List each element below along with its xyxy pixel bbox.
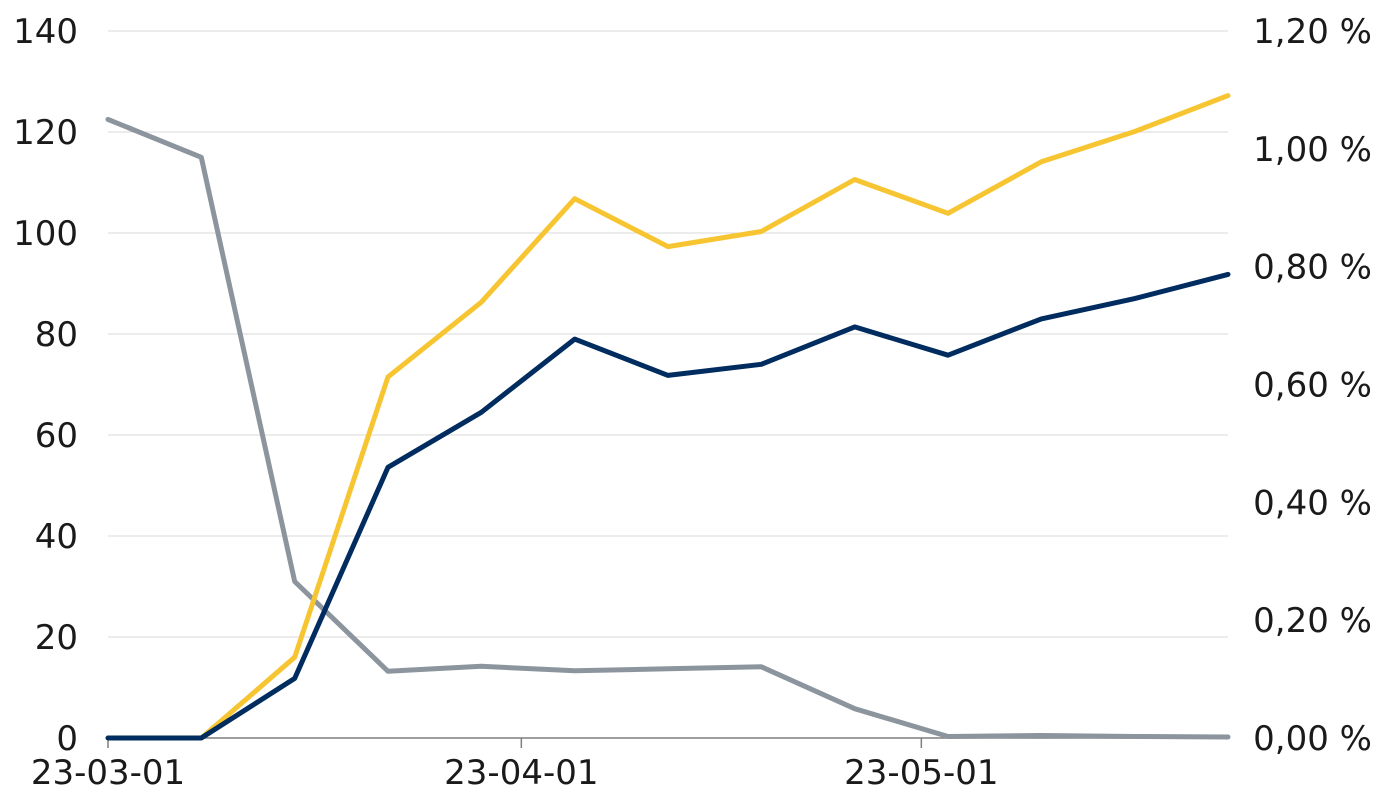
y-right-tick-label: 0,20 % xyxy=(1253,601,1372,641)
left-y-axis-tick-labels: 0 20 40 60 80 100 120 140 xyxy=(13,12,78,759)
right-y-axis-tick-labels: 0,00 % 0,20 % 0,40 % 0,60 % 0,80 % 1,00 % 1,20… xyxy=(1253,12,1372,759)
y-right-tick-label: 0,00 % xyxy=(1253,719,1372,759)
series-lines xyxy=(105,93,1231,741)
y-right-tick-label: 1,20 % xyxy=(1253,12,1372,52)
x-tick-label: 23-04-01 xyxy=(444,753,598,793)
y-left-tick-label: 20 xyxy=(35,618,78,658)
x-axis-tick-labels: 23-03-01 23-04-01 23-05-01 xyxy=(31,753,999,793)
y-left-tick-label: 60 xyxy=(35,416,78,456)
y-left-tick-label: 40 xyxy=(35,517,78,557)
series-line-2 xyxy=(105,93,1231,741)
y-left-tick-label: 80 xyxy=(35,315,78,355)
series-line-3 xyxy=(105,271,1231,741)
y-left-tick-label: 140 xyxy=(13,12,78,52)
x-tick-label: 23-05-01 xyxy=(844,753,998,793)
y-right-tick-label: 0,40 % xyxy=(1253,483,1372,523)
series-line-1 xyxy=(105,116,1231,740)
y-left-tick-label: 120 xyxy=(13,113,78,153)
y-right-tick-label: 0,80 % xyxy=(1253,248,1372,288)
y-right-tick-label: 0,60 % xyxy=(1253,366,1372,406)
y-left-tick-label: 0 xyxy=(56,719,78,759)
y-left-tick-label: 100 xyxy=(13,214,78,254)
gridlines xyxy=(108,30,1228,638)
y-right-tick-label: 1,00 % xyxy=(1253,130,1372,170)
axes xyxy=(107,737,1228,748)
x-tick-label: 23-03-01 xyxy=(31,753,185,793)
